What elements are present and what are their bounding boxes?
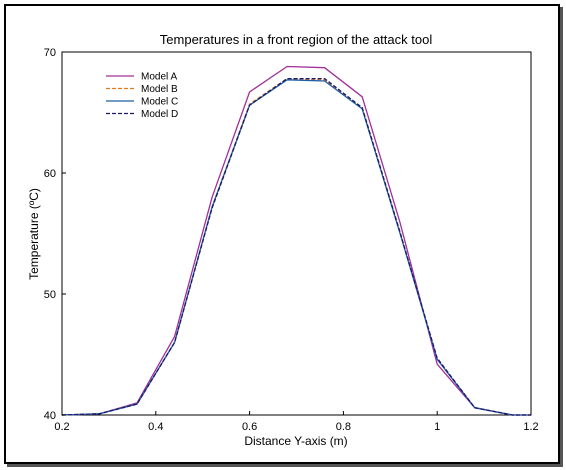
legend-label: Model C bbox=[141, 97, 178, 108]
ticks-layer: 0.2 0.4 0.6 0.8 1 1.2 40 50 60 70 bbox=[44, 47, 539, 433]
series-line-model-b bbox=[61, 77, 531, 416]
plot-area-border bbox=[61, 51, 532, 416]
x-tick-label: 0.8 bbox=[336, 421, 351, 433]
series-line-model-c bbox=[61, 79, 531, 416]
y-axis-label: Temperature (ºC) bbox=[27, 188, 41, 280]
x-tick-label: 1 bbox=[434, 421, 440, 433]
y-tick-label: 70 bbox=[44, 47, 56, 59]
series-line-model-a bbox=[61, 65, 531, 416]
series-line-model-d bbox=[61, 77, 531, 416]
x-tick-label: 0.2 bbox=[54, 421, 69, 433]
x-tick-label: 1.2 bbox=[523, 421, 538, 433]
y-tick-label: 50 bbox=[44, 289, 56, 301]
y-tick-label: 40 bbox=[44, 410, 56, 422]
legend-label: Model B bbox=[141, 84, 178, 95]
legend-label: Model D bbox=[141, 109, 178, 120]
series-layer bbox=[61, 65, 531, 416]
x-tick-label: 0.6 bbox=[242, 421, 257, 433]
x-tick-label: 0.4 bbox=[148, 421, 163, 433]
chart-frame bbox=[4, 4, 560, 464]
x-axis-label: Distance Y-axis (m) bbox=[244, 434, 347, 448]
y-tick-label: 60 bbox=[44, 168, 56, 180]
chart-title: Temperatures in a front region of the at… bbox=[160, 32, 433, 47]
legend-label: Model A bbox=[141, 72, 177, 83]
